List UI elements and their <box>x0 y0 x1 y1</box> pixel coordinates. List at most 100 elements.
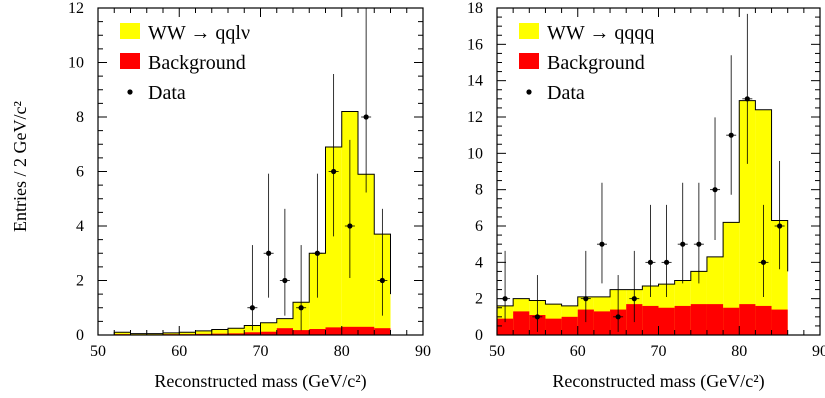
background-bar <box>497 318 514 335</box>
legend-marker-data <box>127 89 133 95</box>
panel-left: 50 60 70 80 90 0 2 4 6 8 10 12 Reconstructed mass (G… <box>10 0 431 392</box>
data-point <box>712 187 718 193</box>
background-bar <box>260 331 277 335</box>
signal-bar <box>358 174 375 335</box>
background-bar <box>293 330 310 335</box>
y-tick-label: 2 <box>76 273 84 290</box>
background-bar <box>755 305 772 335</box>
legend-label-data: Data <box>148 82 186 104</box>
data-point <box>663 259 670 265</box>
signal-bar <box>163 332 180 335</box>
legend-label-background: Background <box>547 52 645 74</box>
background-bar <box>690 304 707 335</box>
signal-bar <box>739 100 756 336</box>
data-point <box>583 296 589 302</box>
signal-bar <box>130 333 147 335</box>
signal-bar <box>325 146 342 335</box>
x-tick-label: 50 <box>489 343 505 360</box>
y-tick-label: 0 <box>475 327 483 344</box>
legend-swatch-background <box>120 53 140 69</box>
legend-swatch-signal <box>120 23 140 39</box>
x-axis-label: Reconstructed mass (GeV/c²) <box>552 371 764 392</box>
background-bar <box>561 316 578 335</box>
y-tick-label: 0 <box>76 327 84 344</box>
signal-bar <box>179 332 196 335</box>
background-bar <box>642 305 659 335</box>
signal-bar <box>771 220 788 335</box>
background-bar <box>545 318 562 335</box>
signal-bar <box>114 332 131 335</box>
background-bar <box>276 328 293 335</box>
legend-swatch-signal <box>519 23 539 39</box>
data-point <box>615 314 621 320</box>
background-bar <box>358 326 375 335</box>
data-point <box>298 305 304 311</box>
y-tick-label: 16 <box>467 36 483 53</box>
signal-bar <box>195 330 212 335</box>
data-point <box>534 314 540 320</box>
y-tick-label: 6 <box>76 164 84 181</box>
background-bar <box>706 304 724 335</box>
y-tick-label: 14 <box>467 73 483 90</box>
background-bar <box>658 307 675 335</box>
y-tick-label: 6 <box>475 218 483 235</box>
legend-marker-data <box>526 89 532 95</box>
x-tick-label: 70 <box>253 343 269 360</box>
x-tick-label: 60 <box>570 343 586 360</box>
x-axis-label: Reconstructed mass (GeV/c²) <box>154 371 366 392</box>
background-bar <box>228 333 245 335</box>
x-tick-label: 50 <box>90 343 106 360</box>
background-bar <box>739 304 756 335</box>
background-bar <box>325 327 342 335</box>
data-point <box>647 259 654 265</box>
legend-label-signal: WW → qqqq <box>547 22 654 44</box>
background-bar <box>244 332 261 335</box>
data-point <box>266 250 272 256</box>
y-tick-label: 8 <box>76 109 84 126</box>
legend-label-signal: WW → qqlν <box>148 22 250 44</box>
data-point <box>777 223 783 229</box>
background-bar <box>771 309 788 335</box>
y-tick-label: 10 <box>467 145 483 162</box>
x-tick-label: 60 <box>171 343 187 360</box>
background-bar <box>593 311 611 335</box>
legend-swatch-background <box>519 53 539 69</box>
data-point <box>744 96 750 102</box>
y-tick-label: 12 <box>68 0 84 17</box>
data-point <box>379 277 385 284</box>
panel-right: 50 60 70 80 90 0 2 4 6 8 10 12 14 16 18 Reconstructed m… <box>467 0 825 392</box>
y-tick-label: 2 <box>475 291 483 308</box>
signal-bar <box>211 329 228 335</box>
data-point <box>314 250 320 256</box>
signal-bar <box>228 328 245 335</box>
x-tick-label: 90 <box>415 343 431 360</box>
data-point <box>631 296 637 302</box>
data-point <box>760 259 767 265</box>
legend-label-background: Background <box>148 52 246 74</box>
data-point <box>331 168 337 175</box>
y-tick-label: 12 <box>467 109 483 126</box>
data-point <box>680 241 686 247</box>
y-tick-label: 8 <box>475 182 483 199</box>
data-point <box>696 241 702 247</box>
data-point <box>728 132 734 138</box>
signal-bar <box>146 333 163 335</box>
x-tick-label: 80 <box>334 343 350 360</box>
signal-bar <box>723 222 740 335</box>
background-bar <box>211 333 228 335</box>
data-point <box>347 223 353 229</box>
background-bar <box>674 305 691 335</box>
background-bar <box>341 326 358 335</box>
background-bar <box>723 307 740 335</box>
data-point <box>363 114 369 120</box>
y-tick-label: 10 <box>68 55 84 72</box>
x-tick-label: 70 <box>651 343 667 360</box>
data-point <box>249 305 255 311</box>
data-point <box>282 277 288 284</box>
background-bar <box>577 309 594 335</box>
y-tick-label: 4 <box>475 254 483 271</box>
background-bar <box>309 329 326 335</box>
x-tick-label: 80 <box>731 343 747 360</box>
data-point <box>599 241 605 247</box>
